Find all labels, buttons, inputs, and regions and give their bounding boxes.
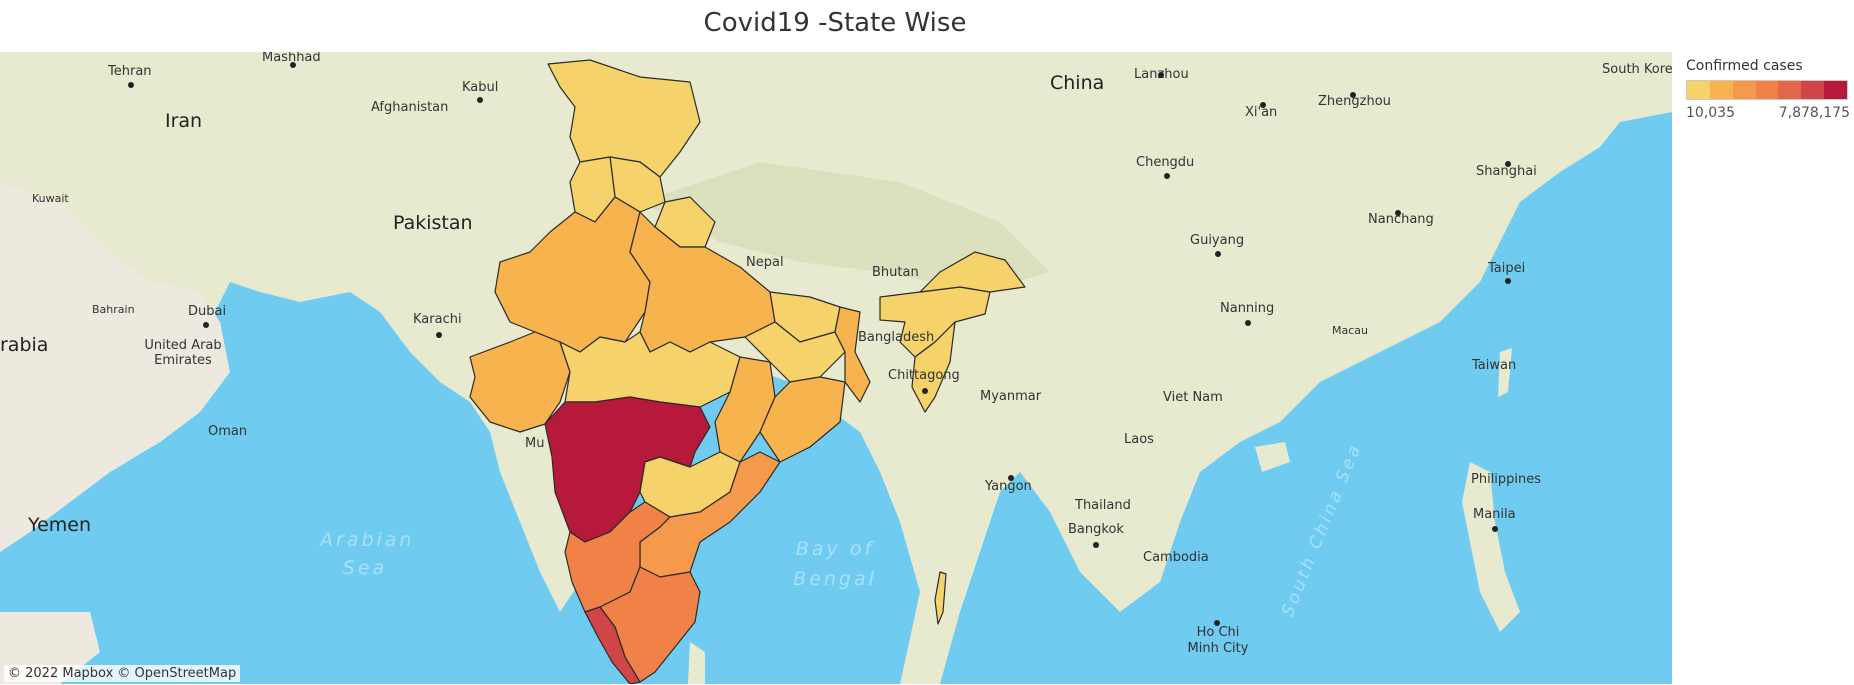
label-manila: Manila bbox=[1473, 507, 1516, 522]
label-tehran: Tehran bbox=[108, 64, 152, 79]
dot-kabul bbox=[477, 97, 483, 103]
dot-nanchang bbox=[1395, 210, 1401, 216]
page-title: Covid19 -State Wise bbox=[703, 8, 967, 38]
dot-shanghai bbox=[1505, 161, 1511, 167]
label-arabian-sea: Arabian Sea bbox=[320, 529, 415, 579]
color-legend: Confirmed cases 10,035 7,878,175 bbox=[1686, 58, 1851, 121]
label-thailand: Thailand bbox=[1075, 498, 1131, 513]
label-laos: Laos bbox=[1124, 432, 1154, 447]
dot-lanzhou bbox=[1158, 72, 1164, 78]
land-philippines bbox=[1462, 462, 1520, 632]
dot-manila bbox=[1492, 526, 1498, 532]
label-oman: Oman bbox=[208, 424, 248, 439]
dot-bangkok bbox=[1093, 542, 1099, 548]
label-xian: Xi'an bbox=[1245, 105, 1278, 120]
state-kerala[interactable] bbox=[584, 606, 641, 684]
label-mashhad: Mashhad bbox=[262, 52, 321, 65]
land-hainan bbox=[1255, 442, 1290, 472]
label-arabia: rabia bbox=[0, 334, 49, 356]
label-taiwan: Taiwan bbox=[1472, 358, 1517, 373]
legend-swatch bbox=[1732, 81, 1756, 99]
label-iran: Iran bbox=[165, 110, 203, 132]
label-nanning: Nanning bbox=[1220, 301, 1275, 316]
land-mountains bbox=[640, 162, 1050, 292]
label-kuwait: Kuwait bbox=[32, 192, 69, 205]
label-cambodia: Cambodia bbox=[1143, 550, 1209, 565]
label-nepal: Nepal bbox=[746, 255, 784, 270]
label-mumbai-partial: Mu bbox=[525, 436, 545, 451]
map-attribution[interactable]: © 2022 Mapbox © OpenStreetMap bbox=[4, 665, 241, 682]
dot-zhengzhou bbox=[1350, 92, 1356, 98]
state-gujarat[interactable] bbox=[469, 331, 571, 433]
dot-nanning bbox=[1245, 320, 1251, 326]
label-macau: Macau bbox=[1332, 324, 1368, 337]
map-view[interactable]: China Iran Pakistan Afghanistan Nepal Bh… bbox=[0, 52, 1672, 684]
label-philippines: Philippines bbox=[1471, 472, 1542, 487]
land-arabia bbox=[0, 182, 230, 552]
dot-ho-chi-minh bbox=[1214, 620, 1220, 626]
state-west-bengal[interactable] bbox=[834, 306, 871, 403]
map-canvas[interactable] bbox=[0, 52, 1672, 684]
legend-color-ramp bbox=[1686, 80, 1848, 100]
label-bhutan: Bhutan bbox=[872, 265, 919, 280]
legend-max-label: 7,878,175 bbox=[1778, 105, 1850, 121]
dot-chittagong bbox=[922, 388, 928, 394]
label-karachi: Karachi bbox=[413, 312, 462, 327]
legend-swatch bbox=[1687, 81, 1710, 99]
label-viet-nam: Viet Nam bbox=[1163, 390, 1223, 405]
label-kabul: Kabul bbox=[462, 80, 499, 95]
legend-swatch bbox=[1709, 81, 1733, 99]
label-bahrain: Bahrain bbox=[92, 303, 135, 316]
label-yemen: Yemen bbox=[28, 514, 92, 536]
label-taipei: Taipei bbox=[1488, 261, 1526, 276]
label-shanghai: Shanghai bbox=[1476, 164, 1537, 179]
label-yangon: Yangon bbox=[985, 479, 1032, 494]
dot-guiyang bbox=[1215, 251, 1221, 257]
legend-swatch bbox=[1801, 81, 1825, 99]
label-myanmar: Myanmar bbox=[980, 389, 1042, 404]
state-karnataka[interactable] bbox=[564, 501, 671, 613]
label-afghanistan: Afghanistan bbox=[371, 100, 449, 115]
dot-yangon bbox=[1008, 475, 1014, 481]
state-arunachal-pradesh[interactable] bbox=[919, 251, 1026, 293]
label-dubai: Dubai bbox=[188, 304, 227, 319]
dot-karachi bbox=[436, 332, 442, 338]
land-asia bbox=[0, 52, 1672, 684]
legend-title: Confirmed cases bbox=[1686, 58, 1803, 74]
label-ho-chi-minh-city: Ho Chi Minh City bbox=[1187, 625, 1249, 656]
label-chittagong: Chittagong bbox=[888, 368, 960, 383]
dot-xian bbox=[1260, 102, 1266, 108]
label-bangladesh: Bangladesh bbox=[858, 330, 935, 345]
land-taiwan bbox=[1498, 348, 1512, 397]
legend-range: 10,035 7,878,175 bbox=[1686, 105, 1850, 121]
land-srilanka bbox=[688, 642, 705, 684]
label-zhengzhou: Zhengzhou bbox=[1318, 94, 1391, 109]
dot-mashhad bbox=[290, 62, 296, 68]
label-pakistan: Pakistan bbox=[393, 212, 473, 234]
dot-tehran bbox=[128, 82, 134, 88]
label-uae: United Arab Emirates bbox=[144, 338, 222, 368]
label-nanchang: Nanchang bbox=[1368, 212, 1434, 227]
label-guiyang: Guiyang bbox=[1190, 233, 1245, 248]
dot-chengdu bbox=[1164, 173, 1170, 179]
state-odisha[interactable] bbox=[759, 376, 846, 463]
dot-taipei bbox=[1505, 278, 1511, 284]
label-bay-of-bengal: Bay of Bengal bbox=[793, 538, 877, 590]
label-bangkok: Bangkok bbox=[1068, 522, 1124, 537]
legend-swatch bbox=[1755, 81, 1779, 99]
legend-min-label: 10,035 bbox=[1686, 105, 1735, 121]
label-south-korea: South Korea bbox=[1602, 62, 1672, 77]
label-chengdu: Chengdu bbox=[1136, 155, 1195, 170]
state-andaman[interactable] bbox=[934, 571, 947, 625]
label-china: China bbox=[1050, 72, 1105, 94]
dot-dubai bbox=[203, 322, 209, 328]
legend-swatch bbox=[1824, 81, 1848, 99]
legend-swatch bbox=[1778, 81, 1802, 99]
